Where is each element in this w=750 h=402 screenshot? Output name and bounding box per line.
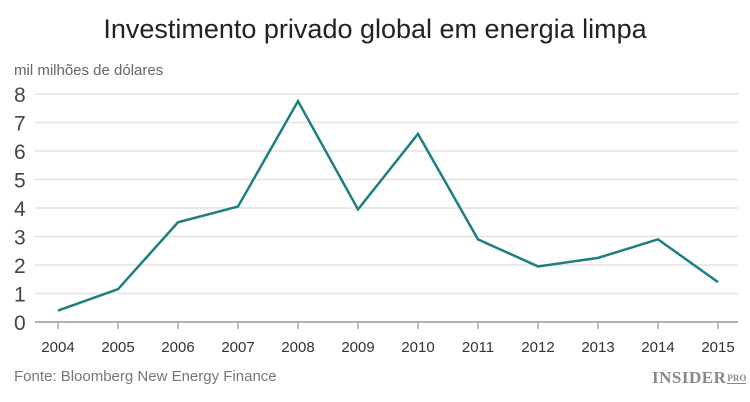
y-tick-label: 3 (14, 227, 26, 250)
y-tick-label: 2 (14, 255, 26, 278)
x-tick-label: 2012 (521, 339, 554, 356)
source-note: Fonte: Bloomberg New Energy Finance (14, 368, 277, 385)
y-tick-label: 0 (14, 312, 26, 335)
y-tick-label: 1 (14, 284, 26, 307)
x-tick-label: 2007 (221, 339, 254, 356)
chart-title: Investimento privado global em energia l… (103, 14, 647, 44)
x-tick-label: 2014 (641, 339, 674, 356)
x-tick-label: 2005 (101, 339, 134, 356)
y-tick-label: 4 (14, 198, 26, 221)
insider-pro-logo: INSIDERPRO (652, 368, 747, 388)
x-tick-label: 2011 (462, 339, 494, 356)
x-tick-label: 2004 (41, 339, 74, 356)
x-tick-label: 2009 (341, 339, 374, 356)
y-tick-label: 5 (14, 170, 26, 193)
data-line (57, 98, 719, 312)
y-tick-label: 6 (14, 141, 26, 164)
y-axis-label: mil milhões de dólares (14, 62, 164, 79)
x-tick-label: 2006 (161, 339, 194, 356)
y-tick-label: 7 (14, 113, 26, 136)
x-tick-label: 2015 (701, 339, 734, 356)
x-tick-label: 2008 (281, 339, 314, 356)
logo-text: INSIDER (652, 368, 727, 387)
x-tick-label: 2013 (581, 339, 614, 356)
logo-sub: PRO (727, 373, 747, 384)
y-tick-label: 8 (14, 84, 26, 107)
x-tick-label: 2010 (401, 339, 434, 356)
